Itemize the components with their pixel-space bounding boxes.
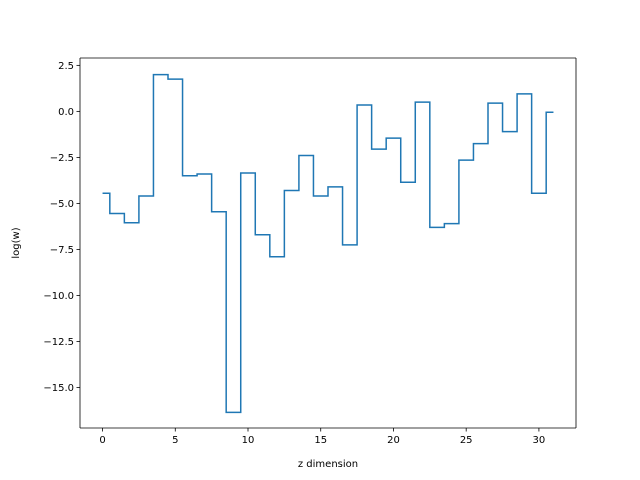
x-tick-label: 0 (99, 435, 105, 446)
x-tick-label: 30 (533, 435, 546, 446)
y-tick-label: −2.5 (50, 153, 74, 164)
series-layer (102, 73, 554, 414)
y-tick-label: −12.5 (43, 337, 74, 348)
y-tick-label: −7.5 (50, 245, 74, 256)
x-tick-label: 10 (242, 435, 255, 446)
x-tick-label: 15 (314, 435, 327, 446)
plot-area (80, 58, 576, 428)
x-ticks: 0 5 10 15 20 25 30 (99, 428, 545, 446)
y-tick-label: 0.0 (58, 107, 74, 118)
y-tick-label: −15.0 (43, 383, 74, 394)
y-tick-label: 2.5 (58, 61, 74, 72)
y-tick-label: −10.0 (43, 291, 74, 302)
y-tick-label: −5.0 (50, 199, 74, 210)
series-step-line (102, 73, 554, 414)
x-tick-label: 5 (172, 435, 178, 446)
x-tick-label: 25 (460, 435, 473, 446)
axes-frame (79, 57, 577, 429)
x-axis-label: z dimension (298, 459, 358, 470)
y-ticks: 2.5 0.0 −2.5 −5.0 −7.5 −10.0 −12.5 −15.0 (43, 61, 80, 394)
y-axis-label: log(w) (11, 227, 22, 258)
x-tick-label: 20 (387, 435, 400, 446)
